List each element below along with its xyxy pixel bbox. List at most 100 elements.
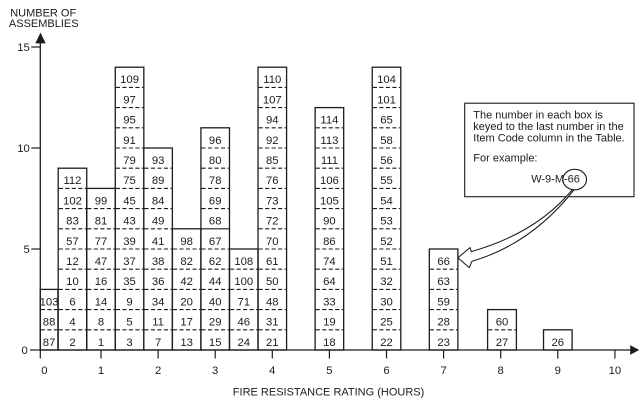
svg-text:74: 74 — [323, 256, 336, 268]
svg-text:90: 90 — [323, 216, 336, 228]
svg-text:17: 17 — [180, 317, 193, 329]
svg-text:46: 46 — [237, 317, 250, 329]
svg-text:107: 107 — [263, 94, 282, 106]
svg-text:103: 103 — [40, 296, 59, 308]
svg-text:82: 82 — [180, 256, 193, 268]
svg-text:58: 58 — [380, 135, 393, 147]
svg-text:52: 52 — [380, 236, 393, 248]
svg-text:56: 56 — [380, 155, 393, 167]
svg-text:25: 25 — [380, 317, 393, 329]
svg-text:85: 85 — [266, 155, 279, 167]
svg-text:54: 54 — [380, 195, 393, 207]
svg-text:99: 99 — [95, 195, 108, 207]
svg-text:67: 67 — [209, 236, 222, 248]
svg-text:81: 81 — [95, 216, 108, 228]
svg-text:65: 65 — [380, 115, 393, 127]
svg-text:104: 104 — [377, 74, 396, 86]
svg-text:32: 32 — [380, 276, 393, 288]
svg-text:3: 3 — [212, 365, 218, 377]
svg-text:40: 40 — [209, 296, 222, 308]
svg-text:W-9-M-66: W-9-M-66 — [531, 173, 580, 185]
svg-text:108: 108 — [234, 256, 253, 268]
svg-text:47: 47 — [95, 256, 108, 268]
svg-text:35: 35 — [123, 276, 136, 288]
svg-text:3: 3 — [126, 337, 132, 349]
svg-text:109: 109 — [120, 74, 139, 86]
svg-text:5: 5 — [326, 365, 332, 377]
svg-text:34: 34 — [152, 296, 165, 308]
svg-text:16: 16 — [95, 276, 108, 288]
svg-text:51: 51 — [380, 256, 393, 268]
svg-text:102: 102 — [63, 195, 82, 207]
svg-text:61: 61 — [266, 256, 279, 268]
svg-text:For example:: For example: — [473, 153, 537, 165]
svg-text:37: 37 — [123, 256, 136, 268]
svg-text:95: 95 — [123, 115, 136, 127]
svg-text:28: 28 — [437, 317, 450, 329]
svg-text:keyed to the last number in th: keyed to the last number in the — [473, 121, 623, 133]
svg-text:8: 8 — [98, 317, 104, 329]
svg-text:66: 66 — [437, 256, 450, 268]
svg-text:14: 14 — [95, 296, 108, 308]
svg-text:Item Code column in the Table.: Item Code column in the Table. — [473, 132, 624, 144]
svg-text:ASSEMBLIES: ASSEMBLIES — [9, 18, 79, 30]
svg-text:89: 89 — [152, 175, 165, 187]
svg-text:6: 6 — [69, 296, 75, 308]
svg-text:43: 43 — [123, 216, 136, 228]
svg-text:NUMBER OF: NUMBER OF — [10, 8, 76, 20]
svg-text:36: 36 — [152, 276, 165, 288]
svg-text:97: 97 — [123, 94, 136, 106]
svg-text:59: 59 — [437, 296, 450, 308]
svg-text:75: 75 — [123, 175, 136, 187]
svg-text:72: 72 — [266, 216, 279, 228]
svg-text:10: 10 — [66, 276, 79, 288]
svg-text:15: 15 — [209, 337, 222, 349]
svg-text:38: 38 — [152, 256, 165, 268]
svg-text:7: 7 — [440, 365, 446, 377]
svg-text:114: 114 — [320, 115, 338, 127]
svg-text:77: 77 — [95, 236, 108, 248]
svg-text:83: 83 — [66, 216, 79, 228]
svg-text:88: 88 — [43, 317, 56, 329]
svg-text:1: 1 — [98, 365, 104, 377]
svg-text:6: 6 — [383, 365, 389, 377]
svg-text:71: 71 — [237, 296, 250, 308]
svg-text:92: 92 — [266, 135, 279, 147]
svg-text:13: 13 — [180, 337, 193, 349]
svg-text:5: 5 — [24, 244, 30, 256]
svg-text:27: 27 — [496, 337, 509, 349]
svg-text:24: 24 — [237, 337, 250, 349]
svg-text:57: 57 — [66, 236, 79, 248]
svg-text:53: 53 — [380, 216, 393, 228]
svg-text:49: 49 — [152, 216, 165, 228]
svg-text:5: 5 — [126, 317, 132, 329]
svg-text:9: 9 — [126, 296, 132, 308]
svg-text:62: 62 — [209, 256, 222, 268]
svg-text:79: 79 — [123, 155, 136, 167]
svg-text:111: 111 — [321, 155, 338, 167]
svg-text:105: 105 — [320, 195, 339, 207]
svg-text:100: 100 — [234, 276, 253, 288]
svg-text:73: 73 — [266, 195, 279, 207]
svg-text:78: 78 — [209, 175, 222, 187]
svg-text:112: 112 — [63, 175, 81, 187]
svg-text:94: 94 — [266, 115, 279, 127]
svg-text:2: 2 — [69, 337, 75, 349]
svg-text:39: 39 — [123, 236, 136, 248]
svg-text:91: 91 — [123, 135, 136, 147]
svg-text:30: 30 — [380, 296, 393, 308]
svg-text:101: 101 — [377, 94, 396, 106]
svg-text:110: 110 — [263, 74, 281, 86]
svg-text:64: 64 — [323, 276, 336, 288]
svg-text:12: 12 — [66, 256, 79, 268]
svg-text:0: 0 — [41, 365, 47, 377]
svg-text:19: 19 — [323, 317, 336, 329]
svg-text:106: 106 — [320, 175, 339, 187]
svg-text:93: 93 — [152, 155, 165, 167]
svg-text:68: 68 — [209, 216, 222, 228]
svg-text:20: 20 — [180, 296, 193, 308]
svg-text:11: 11 — [152, 317, 164, 329]
svg-text:22: 22 — [380, 337, 393, 349]
svg-text:44: 44 — [209, 276, 222, 288]
svg-text:60: 60 — [496, 317, 509, 329]
